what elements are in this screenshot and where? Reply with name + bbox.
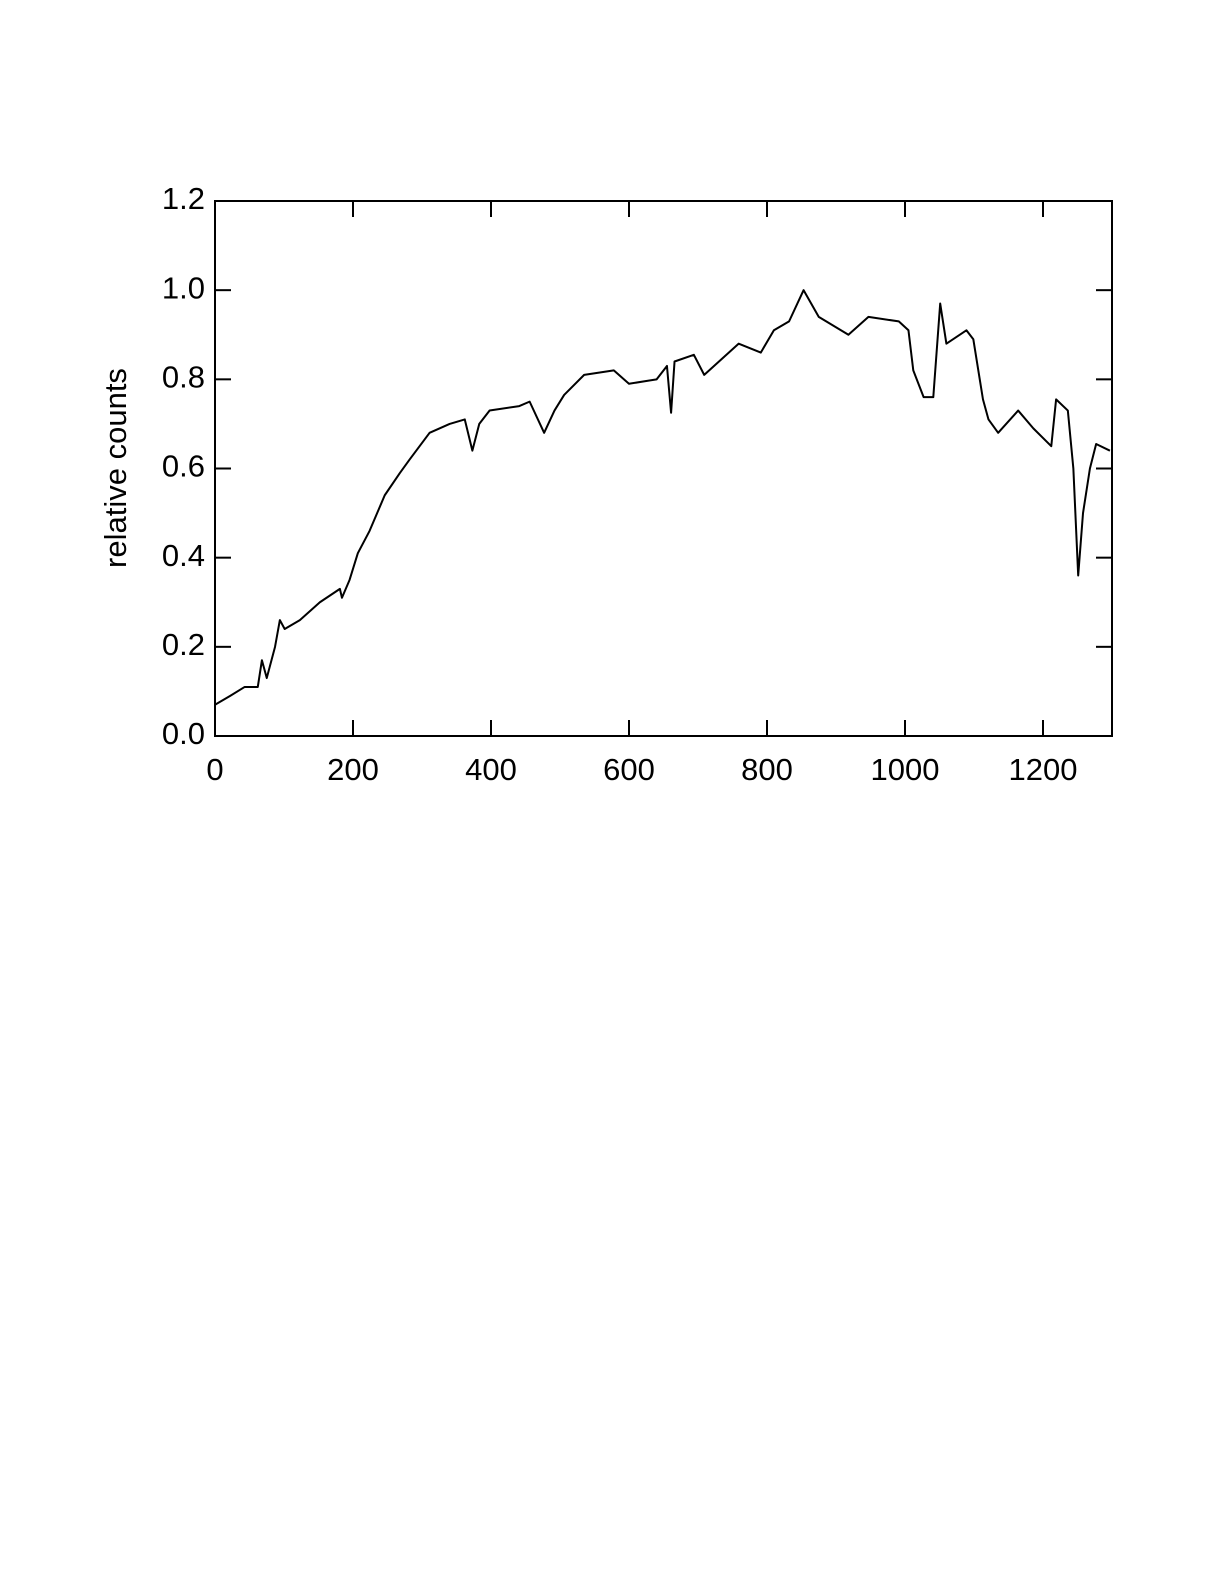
y-tick-label: 0.4 xyxy=(162,538,205,573)
x-tick-label: 400 xyxy=(465,752,517,787)
x-tick-label: 1000 xyxy=(871,752,940,787)
x-tick-label: 1200 xyxy=(1009,752,1078,787)
y-tick-label: 1.2 xyxy=(162,181,205,216)
y-tick-label: 0.2 xyxy=(162,627,205,662)
x-tick-label: 800 xyxy=(741,752,793,787)
x-tick-label: 600 xyxy=(603,752,655,787)
y-tick-label: 0.0 xyxy=(162,716,205,751)
y-axis-label: relative counts xyxy=(98,368,133,568)
y-tick-label: 0.6 xyxy=(162,449,205,484)
x-tick-label: 0 xyxy=(206,752,223,787)
data-line xyxy=(214,289,1111,706)
y-tick-label: 0.8 xyxy=(162,360,205,395)
y-tick-label: 1.0 xyxy=(162,270,205,305)
x-tick-label: 200 xyxy=(327,752,379,787)
